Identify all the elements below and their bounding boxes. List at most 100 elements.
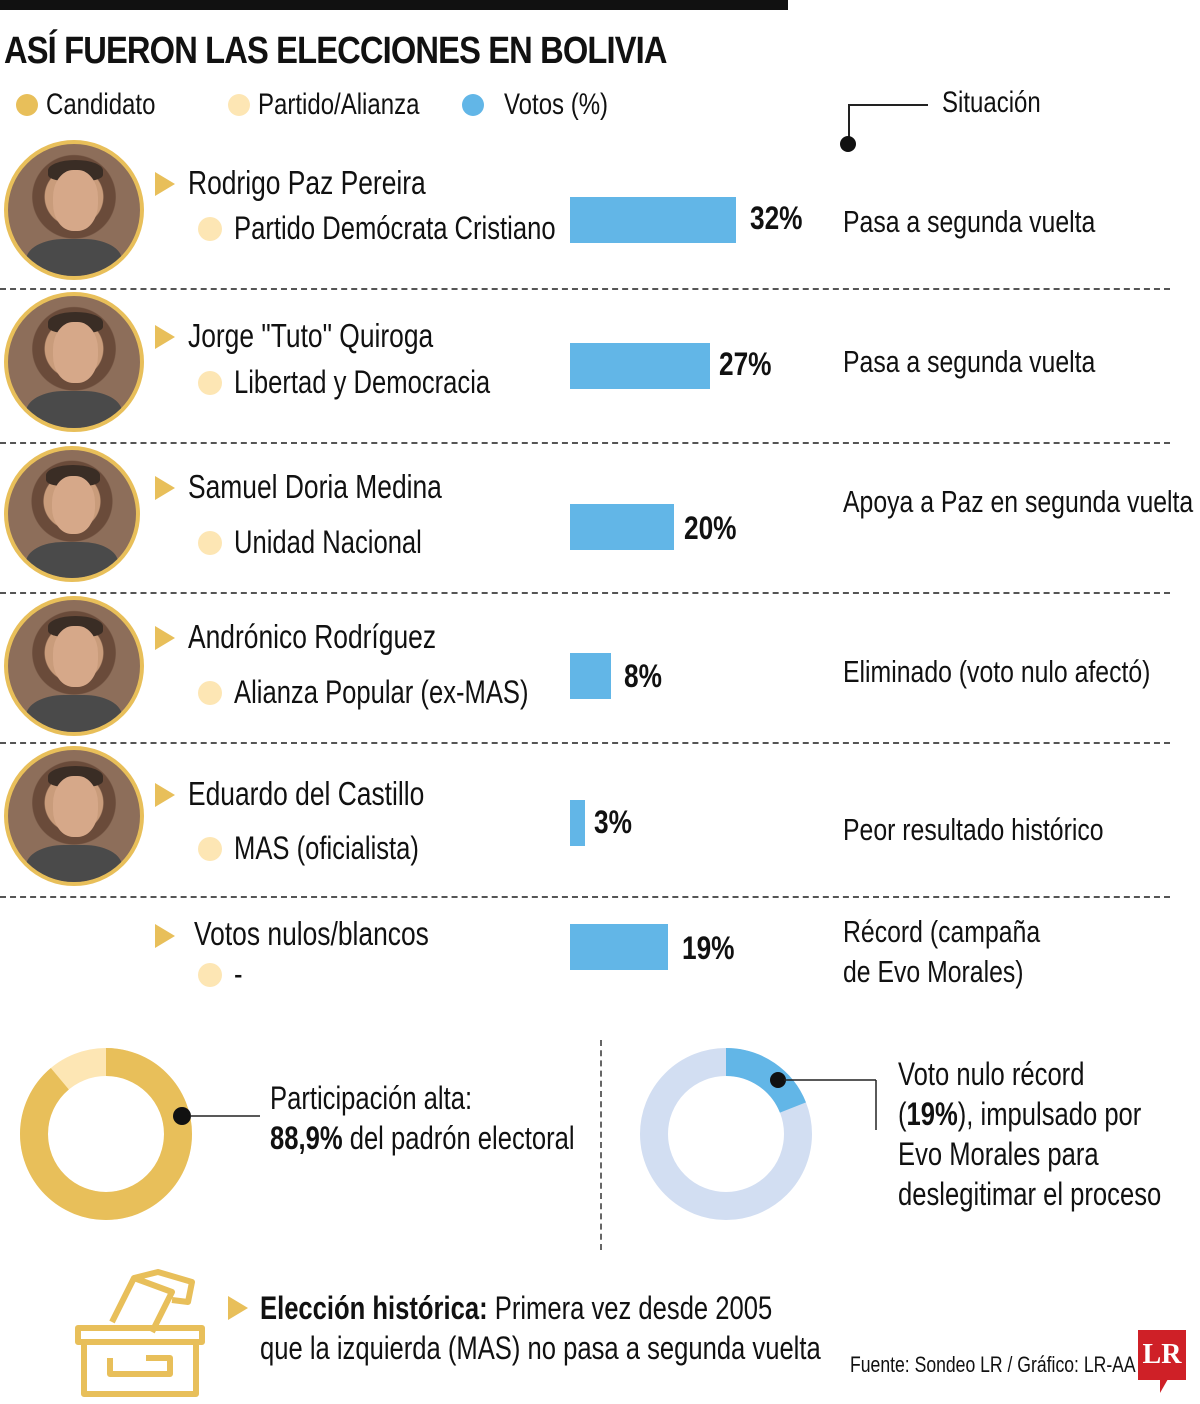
party-name: -	[234, 956, 243, 992]
legend-label: Candidato	[46, 88, 156, 121]
vote-bar	[570, 800, 585, 846]
status-text: de Evo Morales)	[843, 954, 1024, 989]
candidate-name: Jorge "Tuto" Quiroga	[188, 317, 434, 354]
top-rule	[0, 0, 788, 10]
party: Libertad y Democracia	[198, 364, 554, 401]
participation-value: 88,9%	[270, 1120, 343, 1156]
candidate-row: Eduardo del Castillo MAS (oficialista) 3…	[0, 746, 1200, 892]
row-divider	[0, 896, 1170, 898]
party-dot-icon	[198, 962, 222, 987]
arrow-icon	[155, 924, 175, 948]
vote-percent: 19%	[682, 930, 735, 966]
participation-donut	[16, 1044, 196, 1224]
row-divider	[0, 288, 1170, 290]
status-text: Eliminado (voto nulo afectó)	[843, 654, 1151, 689]
candidate-photo-avatar	[4, 596, 144, 736]
vote-bar	[570, 197, 736, 243]
lr-logo: LR	[1138, 1330, 1186, 1380]
vote-percent: 32%	[750, 200, 803, 236]
party-name: MAS (oficialista)	[234, 830, 419, 866]
paren: (	[898, 1096, 907, 1132]
pointer-dot-icon	[840, 136, 856, 152]
candidate-dot-icon	[16, 94, 38, 116]
legend-label: Votos (%)	[504, 88, 609, 121]
status-text: Pasa a segunda vuelta	[843, 344, 1096, 379]
legend-label: Partido/Alianza	[258, 88, 420, 121]
party-dot-icon	[198, 370, 222, 395]
source-credit: Fuente: Sondeo LR / Gráfico: LR-AA	[850, 1352, 1136, 1377]
null-vote-line: deslegitimar el proceso	[898, 1176, 1162, 1212]
party-dot-icon	[198, 216, 222, 241]
vote-bar	[570, 504, 674, 550]
arrow-icon	[155, 626, 175, 650]
party: -	[198, 956, 245, 993]
arrow-icon	[155, 783, 175, 807]
legend-item-party: Partido/Alianza	[228, 88, 460, 122]
historic-note-title: Elección histórica:	[260, 1290, 488, 1326]
situacion-label: Situación	[942, 86, 1041, 119]
party-dot-icon	[198, 530, 222, 555]
connector-line	[848, 104, 928, 106]
participation-annotation: Participación alta: 88,9% del padrón ele…	[270, 1078, 575, 1158]
candidate-row: Andrónico Rodríguez Alianza Popular (ex-…	[0, 596, 1200, 740]
arrow-icon	[155, 325, 175, 349]
null-vote-line: Voto nulo récord	[898, 1056, 1085, 1092]
status-text: Pasa a segunda vuelta	[843, 204, 1096, 239]
ballot-box-icon	[75, 1269, 205, 1397]
row-divider	[0, 592, 1170, 594]
party-name: Unidad Nacional	[234, 524, 422, 560]
null-vote-value: 19%	[906, 1096, 958, 1132]
status-text: Peor resultado histórico	[843, 812, 1104, 847]
status-text: Apoya a Paz en segunda vuelta	[843, 484, 1194, 519]
candidate-name: Eduardo del Castillo	[188, 775, 425, 812]
participation-text: del padrón electoral	[342, 1120, 575, 1156]
candidate-row: Samuel Doria Medina Unidad Nacional 20% …	[0, 446, 1200, 586]
party-dot-icon	[198, 836, 222, 861]
null-vote-donut	[636, 1044, 816, 1224]
row-divider	[0, 442, 1170, 444]
status-text: Récord (campaña	[843, 914, 1041, 949]
vote-percent: 20%	[684, 510, 737, 546]
null-votes-row: Votos nulos/blancos - 19% Récord (campañ…	[0, 900, 1200, 1010]
party: Alianza Popular (ex-MAS)	[198, 674, 602, 711]
arrow-icon	[228, 1296, 248, 1320]
candidate-name: Votos nulos/blancos	[194, 915, 429, 952]
historic-note-text: que la izquierda (MAS) no pasa a segunda…	[260, 1330, 821, 1366]
candidate-photo-avatar	[4, 292, 144, 432]
vote-bar	[570, 653, 611, 699]
legend-item-votes: Votos (%)	[462, 88, 634, 122]
candidate-name: Andrónico Rodríguez	[188, 618, 437, 655]
lr-logo-tail	[1160, 1379, 1172, 1393]
legend: Candidato Partido/Alianza Votos (%)	[0, 88, 800, 128]
vote-percent: 3%	[594, 804, 632, 840]
historic-note-text: Primera vez desde 2005	[487, 1290, 773, 1326]
candidate-row: Rodrigo Paz Pereira Partido Demócrata Cr…	[0, 140, 1200, 288]
party-name: Libertad y Democracia	[234, 364, 491, 400]
candidate-name: Rodrigo Paz Pereira	[188, 164, 426, 201]
page-title: ASÍ FUERON LAS ELECCIONES EN BOLIVIA	[4, 30, 668, 72]
arrow-icon	[155, 476, 175, 500]
null-vote-line: Evo Morales para	[898, 1136, 1099, 1172]
vote-bar	[570, 343, 710, 389]
party: Partido Demócrata Cristiano	[198, 210, 636, 247]
historic-note: Elección histórica: Primera vez desde 20…	[260, 1288, 821, 1368]
null-vote-pointer	[770, 1072, 877, 1130]
participation-pointer	[173, 1107, 260, 1125]
party: Unidad Nacional	[198, 524, 469, 561]
party-dot-icon	[228, 94, 250, 116]
party-name: Alianza Popular (ex-MAS)	[234, 674, 529, 710]
candidate-photo-avatar	[4, 746, 144, 886]
candidate-photo-avatar	[4, 446, 140, 582]
row-divider	[0, 742, 1170, 744]
candidate-name: Samuel Doria Medina	[188, 468, 442, 505]
connector-line	[848, 104, 850, 142]
arrow-icon	[155, 172, 175, 196]
situacion-header: Situación	[838, 86, 1078, 156]
vote-percent: 27%	[719, 346, 772, 382]
party: MAS (oficialista)	[198, 830, 465, 867]
votes-dot-icon	[462, 94, 484, 116]
candidate-photo-avatar	[4, 140, 144, 280]
participation-title: Participación alta:	[270, 1080, 473, 1116]
null-vote-line: ), impulsado por	[957, 1096, 1142, 1132]
null-vote-annotation: Voto nulo récord (19%), impulsado por Ev…	[898, 1054, 1161, 1214]
